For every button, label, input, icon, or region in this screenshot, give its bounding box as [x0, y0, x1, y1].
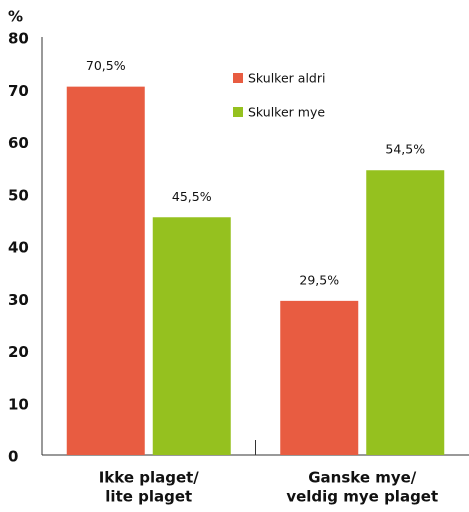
y-unit: %: [8, 8, 23, 26]
y-tick-label: 80: [8, 30, 29, 48]
x-tick-label: Ganske mye/: [308, 469, 417, 487]
x-tick-label: veldig mye plaget: [286, 488, 438, 506]
y-tick-label: 50: [8, 186, 29, 204]
bar: [280, 300, 359, 455]
legend-swatch: [233, 73, 243, 83]
y-tick-label: 30: [8, 291, 29, 309]
y-tick-label: 70: [8, 82, 29, 100]
y-tick-label: 20: [8, 343, 29, 361]
bar: [366, 170, 445, 456]
y-tick-label: 0: [8, 448, 18, 466]
y-tick-label: 10: [8, 395, 29, 413]
y-tick-label: 40: [8, 239, 29, 257]
bar: [66, 86, 145, 455]
value-label: 70,5%: [86, 58, 126, 73]
x-tick-label: lite plaget: [105, 488, 192, 506]
bar: [152, 217, 231, 455]
value-label: 54,5%: [385, 142, 425, 157]
x-tick-label: Ikke plaget/: [99, 469, 200, 487]
y-tick-label: 60: [8, 134, 29, 152]
legend-swatch: [233, 107, 243, 117]
legend-label: Skulker aldri: [248, 71, 325, 86]
legend-label: Skulker mye: [248, 105, 325, 120]
value-label: 29,5%: [299, 272, 339, 287]
value-label: 45,5%: [172, 189, 212, 204]
